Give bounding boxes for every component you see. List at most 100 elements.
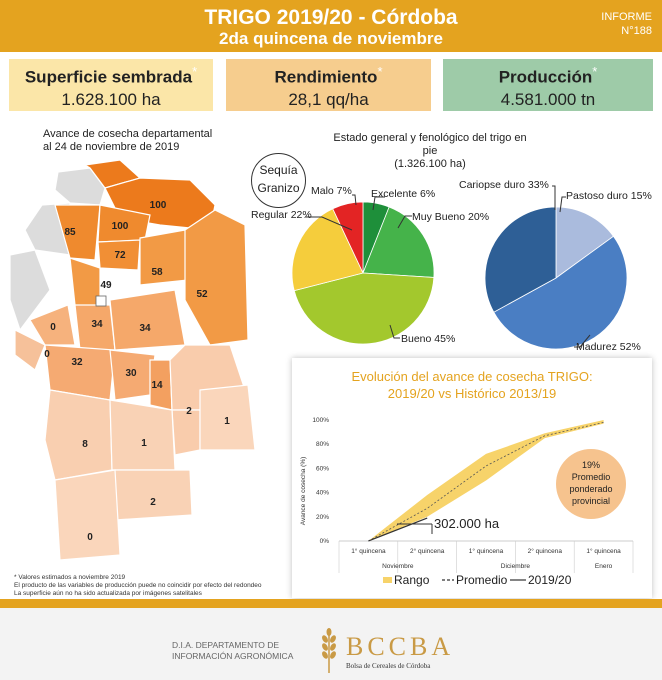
note-line: Granizo — [257, 181, 300, 195]
range-area — [368, 420, 604, 541]
map-department-value: 0 — [87, 532, 93, 543]
leader-line — [389, 324, 400, 339]
map-department-value: 32 — [71, 357, 83, 368]
pie-title-line: Estado general y fenológico del trigo en… — [333, 132, 527, 157]
kpi-value: 4.581.000 tn — [500, 89, 596, 109]
footnote-line: La superficie aún no ha sido actualizada… — [14, 590, 202, 597]
map-department-value: 0 — [44, 349, 50, 360]
map-department — [54, 204, 101, 261]
pie-slice-pastoso-duro — [555, 206, 614, 279]
map-department — [9, 249, 51, 332]
map-department — [109, 399, 176, 471]
legend-swatch-rango — [383, 577, 392, 583]
badge-text: 19% — [582, 460, 600, 470]
map-department — [111, 469, 193, 521]
pie-section-title: Estado general y fenológico del trigo en… — [330, 132, 530, 171]
pie-slice-bueno — [293, 272, 435, 345]
map-department-value: 72 — [114, 250, 126, 261]
leader-line — [372, 196, 385, 211]
y-tick-label: 100% — [312, 417, 329, 424]
map-department — [97, 239, 141, 271]
map-department-value: 58 — [151, 267, 163, 278]
map-title-line: al 24 de noviembre de 2019 — [43, 141, 180, 153]
month-label: Enero — [595, 563, 613, 570]
badge-text: Promedio — [572, 472, 611, 482]
leader-line — [306, 216, 353, 231]
evolution-subtitle-line: 2019/20 vs Histórico 2013/19 — [387, 386, 557, 401]
footer — [0, 608, 662, 680]
legend-label: Rango — [394, 573, 430, 587]
map-department-value: 34 — [91, 319, 103, 330]
leader-line — [397, 215, 412, 229]
y-tick-label: 40% — [316, 490, 329, 497]
pie-estado-fenologico — [484, 206, 628, 350]
page-subtitle: 2da quincena de noviembre — [219, 29, 443, 48]
legend-label: 2019/20 — [528, 573, 572, 587]
pie-slice-malo — [332, 201, 364, 274]
promedio-line — [368, 422, 604, 542]
pie-label: Madurez 52% — [576, 341, 641, 353]
map-department-value: 0 — [50, 322, 56, 333]
kpi-label: Rendimiento — [274, 67, 378, 87]
month-label: Noviembre — [382, 563, 414, 570]
y-tick-label: 60% — [316, 465, 329, 472]
map-city-marker — [95, 295, 107, 307]
pie-title-line: (1.326.100 ha) — [394, 158, 466, 170]
pie-label: Malo 7% — [311, 185, 352, 197]
cordoba-map: 100 100 85 72 58 49 52 34 34 0 0 32 30 1… — [9, 160, 256, 561]
badge-text: ponderado — [569, 484, 612, 494]
map-department-value: 49 — [100, 280, 112, 291]
legend-label: Promedio — [456, 573, 508, 587]
pie-label: Regular 22% — [251, 209, 312, 221]
y-tick-label: 0% — [320, 538, 330, 545]
map-department-value: 30 — [125, 368, 137, 379]
pie-slice-regular — [291, 208, 364, 292]
pie-label: Excelente 6% — [371, 188, 436, 200]
map-department — [14, 329, 46, 371]
pie-leader-lines — [306, 185, 591, 348]
dia-line: D.I.A. DEPARTAMENTO DE — [172, 640, 280, 650]
map-department-value: 100 — [150, 200, 167, 211]
map-department — [29, 304, 76, 346]
note-line: Sequía — [259, 163, 298, 177]
pie-label: Pastoso duro 15% — [566, 190, 652, 202]
kpi-produccion: Producción* 4.581.000 tn — [443, 59, 653, 111]
bottom-bar — [0, 599, 662, 608]
x-tick-label: 2° quincena — [410, 547, 445, 555]
dia-line: INFORMACIÓN AGRONÓMICA — [172, 651, 294, 661]
leader-line — [552, 185, 556, 210]
series-2019-line — [368, 517, 428, 542]
map-department-value: 2 — [150, 497, 156, 508]
pie-label: Bueno 45% — [401, 333, 456, 345]
footnote-text: Valores estimados a noviembre 2019 — [18, 574, 126, 581]
map-title: Avance de cosecha departamental al 24 de… — [43, 128, 212, 154]
map-department-value: 100 — [112, 221, 129, 232]
annotation-value: 302.000 ha — [434, 516, 500, 531]
leader-line — [559, 196, 566, 213]
kpi-label: Superficie sembrada — [24, 67, 193, 87]
map-department — [199, 384, 256, 451]
pie-slice-cariopse-duro — [484, 206, 557, 313]
map-department-value: 34 — [139, 323, 151, 334]
sequia-granizo-note: Sequía Granizo — [251, 153, 306, 208]
map-department-value: 2 — [186, 406, 192, 417]
x-tick-label: 2° quincena — [528, 547, 563, 555]
x-tick-label: 1° quincena — [586, 547, 621, 555]
x-tick-label: 1° quincena — [469, 547, 504, 555]
x-tick-label: 1° quincena — [351, 547, 386, 555]
pie-slice-madurez — [493, 235, 628, 350]
dia-text: D.I.A. DEPARTAMENTO DE INFORMACIÓN AGRON… — [172, 640, 293, 662]
evolution-title: Evolución del avance de cosecha TRIGO: 2… — [292, 368, 652, 402]
bccba-logo: BCCBA — [346, 632, 455, 661]
header-banner: TRIGO 2019/20 - Córdoba 2da quincena de … — [0, 0, 662, 52]
pie-label: Cariopse duro 33% — [459, 179, 549, 191]
pie-slice-muy-bueno — [362, 206, 435, 278]
provincial-badge — [556, 449, 626, 519]
leader-line — [352, 194, 357, 206]
kpi-superficie: Superficie sembrada* 1.628.100 ha — [9, 59, 213, 111]
month-label: Diciembre — [501, 563, 531, 570]
map-department-value: 1 — [141, 438, 147, 449]
leader-line — [574, 334, 591, 348]
evolution-title-line: Evolución del avance de cosecha TRIGO: — [351, 369, 593, 384]
map-department-value: 14 — [151, 380, 163, 391]
